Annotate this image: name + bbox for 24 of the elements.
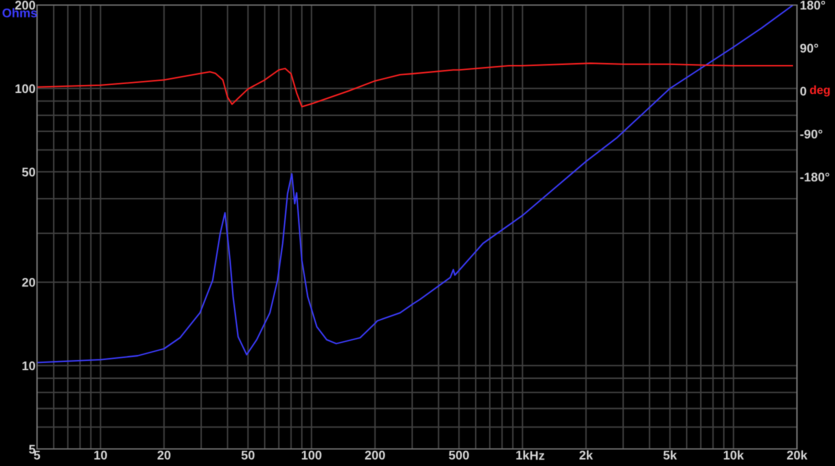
x-tick-label: 20 — [158, 450, 170, 460]
x-tick-label: 100 — [302, 450, 322, 460]
x-tick-label: 10k — [724, 450, 744, 460]
y-tick-label: 20 — [22, 278, 36, 287]
y2-tick-label: -90° — [800, 130, 822, 139]
y2-tick-label: 90° — [800, 44, 818, 53]
y2-tick-label: 0 — [800, 86, 806, 96]
y2-axis-title: deg — [810, 85, 830, 96]
x-tick-label: 10 — [94, 450, 107, 460]
x-tick-label: 1k — [516, 450, 530, 460]
x-tick-label: 2k — [579, 450, 593, 460]
y-tick-label: 50 — [22, 168, 36, 177]
x-tick-label: 200 — [365, 450, 385, 460]
x-axis-title: Hz — [530, 451, 544, 460]
y-tick-label: 100 — [16, 84, 36, 94]
y2-tick-label: 180° — [800, 0, 826, 10]
y-tick-label: 200 — [15, 0, 36, 10]
y-axis-title: Ohms — [2, 8, 37, 18]
x-tick-label: 500 — [448, 450, 469, 460]
y2-tick-label: -180° — [800, 172, 830, 182]
x-tick-label: 50 — [241, 450, 254, 460]
x-tick-label: 20k — [787, 450, 808, 460]
y-tick-label: 10 — [22, 361, 36, 370]
x-tick-label: 5k — [663, 450, 677, 460]
